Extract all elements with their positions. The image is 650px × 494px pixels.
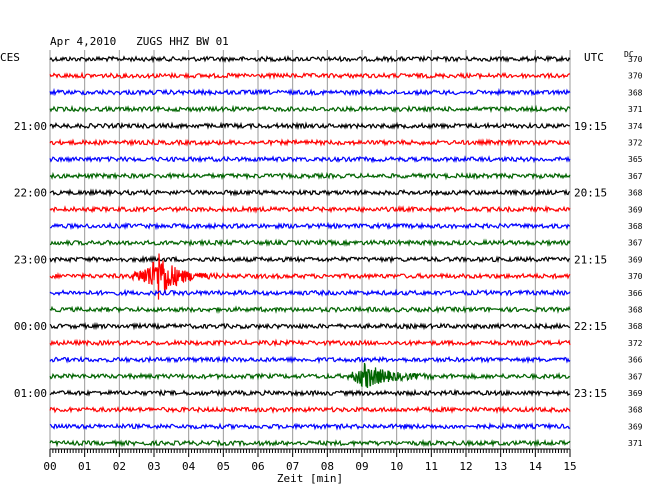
trace-23 — [49, 438, 571, 448]
x-tick-label: 13 — [494, 460, 507, 473]
trace-12 — [49, 255, 571, 264]
dc-value: 370 — [628, 272, 643, 281]
dc-value: 371 — [628, 439, 643, 448]
dc-value: 372 — [628, 139, 643, 148]
x-tick-label: 14 — [529, 460, 543, 473]
trace-14 — [49, 288, 571, 297]
left-time-label: 22:00 — [14, 187, 47, 200]
trace-13 — [49, 253, 571, 300]
dc-value: 369 — [628, 255, 643, 264]
x-tick-label: 09 — [355, 460, 368, 473]
left-time-label: 01:00 — [14, 387, 47, 400]
right-time-label: 19:15 — [574, 120, 607, 133]
trace-10 — [50, 221, 571, 231]
left-time-label: 00:00 — [14, 320, 47, 333]
dc-value: 366 — [628, 289, 643, 298]
right-time-label: 20:15 — [574, 187, 607, 200]
trace-0 — [49, 54, 571, 64]
dc-value: 370 — [628, 72, 643, 81]
trace-5 — [49, 138, 571, 147]
trace-8 — [49, 188, 571, 198]
chart-title: Apr 4,2010 ZUGS HHZ BW 01 — [50, 35, 229, 48]
minute-gridlines — [49, 50, 571, 449]
trace-3 — [49, 104, 571, 114]
dc-value: 371 — [628, 105, 643, 114]
x-axis-label: Zeit [min] — [277, 472, 343, 485]
right-time-label: 21:15 — [574, 253, 607, 266]
dc-value: 368 — [628, 306, 643, 315]
dc-value: 365 — [628, 155, 643, 164]
time-axis: 00 01 02 03 04 05 06 07 08 09 10 11 12 13 14 15 — [43, 448, 577, 473]
trace-19 — [49, 362, 571, 389]
dc-value: 367 — [628, 372, 643, 381]
x-tick-label: 06 — [251, 460, 264, 473]
trace-1 — [49, 71, 571, 80]
dc-value: 374 — [628, 122, 643, 131]
dc-value: 369 — [628, 205, 643, 214]
trace-18 — [49, 355, 571, 365]
right-timezone-label: UTC — [584, 51, 604, 64]
x-tick-label: 04 — [182, 460, 196, 473]
trace-11 — [49, 238, 571, 248]
trace-4 — [49, 121, 571, 131]
dc-value: 368 — [628, 406, 643, 415]
dc-value: 370 — [628, 55, 643, 64]
trace-15 — [49, 305, 571, 314]
dc-value: 368 — [628, 88, 643, 97]
x-tick-label: 11 — [425, 460, 438, 473]
x-tick-label: 15 — [563, 460, 576, 473]
dc-value: 366 — [628, 356, 643, 365]
trace-20 — [49, 388, 571, 398]
trace-6 — [49, 155, 571, 164]
x-tick-label: 05 — [217, 460, 230, 473]
dc-value: 368 — [628, 222, 643, 231]
x-tick-label: 00 — [43, 460, 56, 473]
dc-value: 367 — [628, 239, 643, 248]
dc-value: 372 — [628, 339, 643, 348]
trace-2 — [49, 87, 571, 97]
x-tick-label: 07 — [286, 460, 299, 473]
dc-value: 368 — [628, 189, 643, 198]
trace-7 — [49, 171, 571, 181]
trace-labels: 21:00 22:00 23:00 00:00 01:00 19:15 20:15 21:15… — [14, 55, 643, 448]
right-time-label: 22:15 — [574, 320, 607, 333]
dc-value: 369 — [628, 422, 643, 431]
x-tick-label: 01 — [78, 460, 91, 473]
dc-value: 367 — [628, 172, 643, 181]
trace-9 — [49, 204, 571, 214]
x-tick-label: 08 — [321, 460, 334, 473]
trace-21 — [49, 405, 571, 415]
x-tick-label: 03 — [147, 460, 160, 473]
x-tick-label: 10 — [390, 460, 403, 473]
trace-17 — [49, 338, 571, 348]
left-time-label: 23:00 — [14, 253, 47, 266]
right-time-label: 23:15 — [574, 387, 607, 400]
dc-value: 368 — [628, 322, 643, 331]
trace-16 — [49, 321, 571, 331]
left-time-label: 21:00 — [14, 120, 47, 133]
trace-22 — [49, 422, 571, 431]
seismogram-traces — [49, 54, 571, 448]
dc-value: 369 — [628, 389, 643, 398]
left-timezone-label: CES — [0, 51, 20, 64]
dc-header: DC — [624, 50, 634, 59]
x-tick-label: 02 — [113, 460, 126, 473]
x-tick-label: 12 — [459, 460, 472, 473]
